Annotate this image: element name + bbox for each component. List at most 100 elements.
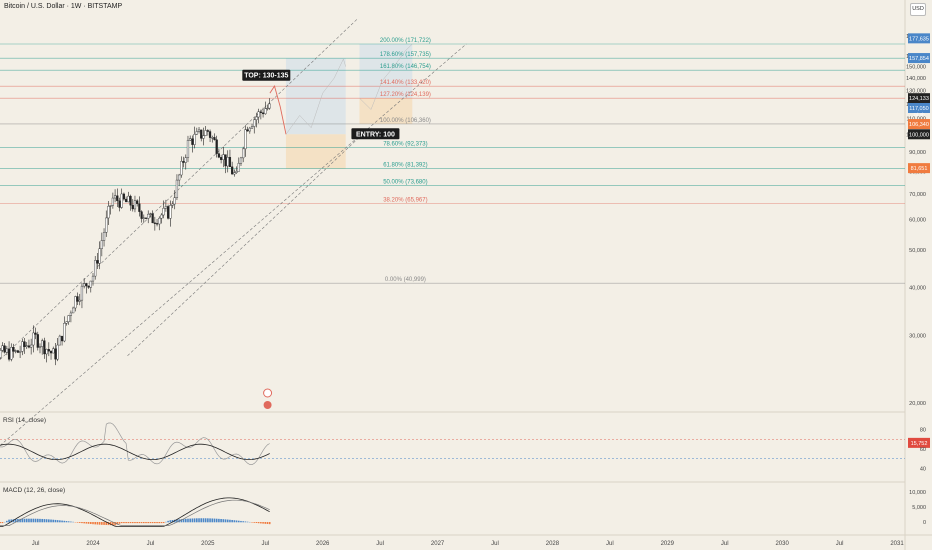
candle	[171, 203, 174, 206]
candle	[78, 299, 81, 302]
candle	[56, 344, 59, 360]
candle	[122, 193, 126, 200]
candle	[52, 348, 55, 354]
candle	[208, 131, 212, 138]
candle	[116, 195, 119, 202]
candle	[27, 345, 31, 348]
macd-hist-bar	[23, 518, 26, 523]
price-tag-text: 106,340	[909, 122, 929, 128]
candle	[87, 285, 90, 288]
candle	[220, 157, 223, 160]
time-tick-label: Jul	[147, 541, 155, 547]
macd-hist-bar	[30, 518, 32, 523]
candle	[118, 200, 121, 208]
candle	[105, 217, 108, 233]
macd-hist-bar	[209, 518, 211, 523]
macd-hist-bar	[257, 522, 260, 524]
channel-lower-line	[0, 43, 467, 446]
macd-hist-bar	[151, 522, 154, 524]
candle	[25, 345, 28, 347]
macd-hist-bar	[255, 522, 258, 523]
candle	[180, 161, 183, 176]
candle	[237, 163, 240, 172]
macd-hist-bar	[25, 518, 28, 523]
price-tag-text: 117,050	[909, 106, 928, 112]
macd-hist-bar	[45, 519, 48, 523]
time-tick-label: Jul	[606, 541, 614, 547]
macd-hist-bar	[89, 522, 92, 524]
price-tick-label: 140,000	[906, 76, 926, 82]
candle	[85, 283, 88, 287]
price-tick-label: 30,000	[909, 333, 926, 339]
macd-hist-bar	[59, 520, 61, 523]
macd-hist-bar	[196, 518, 198, 523]
macd-hist-bar	[28, 518, 30, 523]
candle	[1, 345, 4, 351]
candle	[151, 213, 154, 224]
macd-hist-bar	[180, 519, 183, 523]
macd-hist-bar	[19, 518, 21, 523]
macd-tick-label: 5,000	[912, 505, 926, 511]
macd-hist-bar	[204, 518, 207, 523]
candle	[242, 148, 245, 159]
channel-upper-line	[0, 18, 358, 360]
candle	[138, 203, 141, 212]
candle	[253, 119, 256, 127]
candle	[38, 346, 42, 348]
price-tick-label: 130,000	[906, 88, 926, 94]
time-tick-label: 2029	[661, 541, 675, 547]
macd-hist-bar	[105, 522, 108, 526]
macd-hist-bar	[187, 518, 189, 523]
macd-hist-bar	[171, 519, 174, 523]
candle	[244, 129, 247, 150]
candle	[30, 344, 33, 348]
macd-hist-bar	[231, 519, 233, 523]
candle	[235, 171, 238, 173]
candle	[96, 260, 99, 264]
macd-hist-bar	[107, 522, 110, 526]
candle	[12, 347, 15, 352]
macd-hist-bar	[14, 519, 17, 523]
candle	[43, 340, 46, 355]
time-tick-label: 2026	[316, 541, 330, 547]
candle	[175, 179, 179, 198]
candle	[49, 350, 53, 354]
macd-hist-bar	[218, 518, 220, 523]
candle	[74, 296, 77, 309]
price-tick-label: 90,000	[909, 150, 926, 156]
candle	[162, 208, 165, 216]
price-tag	[908, 129, 930, 140]
symbol-title: Bitcoin / U.S. Dollar · 1W · BITSTAMP	[4, 3, 123, 10]
macd-hist-bar	[39, 518, 41, 523]
price-tag-text: 157,854	[909, 56, 929, 62]
macd-hist-bar	[237, 520, 240, 523]
candle	[47, 349, 50, 352]
macd-line	[0, 497, 270, 527]
macd-hist-bar	[87, 522, 90, 524]
candle	[140, 211, 143, 219]
fib-level-label: 178.60% (157,735)	[380, 52, 431, 58]
fib-level-label: 78.60% (92,373)	[383, 142, 427, 148]
macd-hist-bar	[109, 522, 112, 526]
candle	[89, 280, 92, 288]
macd-hist-bar	[176, 519, 178, 523]
candle	[72, 307, 75, 314]
macd-hist-bar	[116, 522, 119, 525]
macd-hist-bar	[240, 520, 242, 523]
macd-hist-bar	[260, 522, 262, 524]
macd-tick-label: 10,000	[909, 490, 926, 496]
candle	[186, 139, 190, 158]
target-box	[285, 58, 346, 135]
price-tick-label: 40,000	[909, 285, 926, 291]
candle	[215, 139, 218, 154]
macd-hist-bar	[8, 519, 10, 523]
fib-level-label: 161.80% (146,754)	[380, 64, 431, 70]
candle	[100, 240, 103, 249]
candle	[65, 321, 68, 324]
candle	[195, 131, 198, 135]
currency-button[interactable]: USD	[910, 3, 926, 16]
macd-hist-bar	[145, 522, 147, 524]
candle	[200, 129, 203, 139]
macd-hist-bar	[98, 522, 101, 525]
